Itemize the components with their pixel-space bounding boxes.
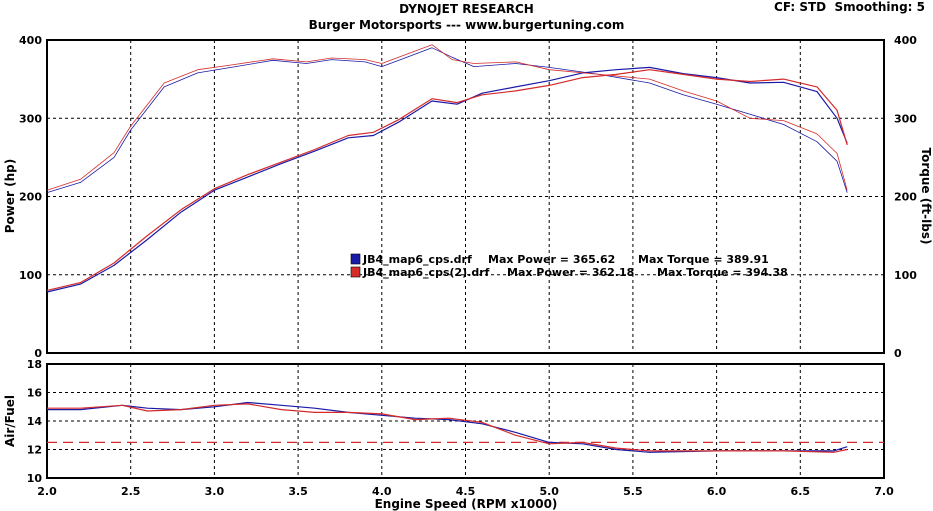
x-tick-label: 3.0 bbox=[205, 485, 225, 498]
y-axis-title-airfuel: Air/Fuel bbox=[3, 395, 17, 447]
y-tick-label-right: 400 bbox=[894, 34, 917, 47]
y-tick-label-right: 200 bbox=[894, 191, 917, 204]
x-tick-label: 5.0 bbox=[539, 485, 559, 498]
legend-max-power: Max Power = 365.62 bbox=[488, 253, 615, 266]
chart-subtitle: Burger Motorsports --- www.burgertuning.… bbox=[308, 18, 625, 32]
air-fuel-curves bbox=[47, 401, 848, 453]
air-fuel-curve bbox=[47, 403, 848, 453]
af-tick-label: 18 bbox=[27, 358, 42, 371]
legend-file: JB4_map6_cps(2).drf bbox=[362, 266, 490, 279]
torque-curve bbox=[46, 47, 848, 193]
y-tick-label-left: 300 bbox=[19, 112, 42, 125]
legend-max-torque: Max Torque = 394.38 bbox=[657, 266, 788, 279]
af-tick-label: 12 bbox=[27, 444, 42, 457]
af-tick-label: 14 bbox=[27, 415, 43, 428]
y-tick-label-left: 0 bbox=[34, 347, 42, 360]
x-tick-label: 4.5 bbox=[456, 485, 476, 498]
y-tick-label-left: 200 bbox=[19, 191, 42, 204]
power-torque-grid bbox=[46, 39, 885, 354]
x-tick-label: 2.5 bbox=[121, 485, 141, 498]
x-tick-label: 5.5 bbox=[623, 485, 643, 498]
legend-max-power: Max Power = 362.18 bbox=[507, 266, 634, 279]
x-tick-label: 4.0 bbox=[372, 485, 392, 498]
y-tick-label-right: 0 bbox=[894, 347, 902, 360]
x-tick-label: 7.0 bbox=[874, 485, 894, 498]
legend-max-torque: Max Torque = 389.91 bbox=[638, 253, 769, 266]
chart-title: DYNOJET RESEARCH bbox=[399, 2, 534, 16]
legend-swatch bbox=[350, 266, 361, 278]
x-tick-label: 2.0 bbox=[37, 485, 57, 498]
y-tick-label-right: 100 bbox=[894, 269, 917, 282]
power-curve bbox=[46, 69, 848, 291]
air-fuel-grid bbox=[46, 363, 885, 479]
axis-labels: 2.0 2.5 3.0 3.5 4.0 4.5 5.0 5.5 6.0 6.5 7.0 0 0 100 10… bbox=[3, 34, 933, 511]
power-torque-curves bbox=[46, 44, 848, 293]
torque-curve bbox=[46, 44, 848, 191]
af-tick-label: 10 bbox=[27, 472, 43, 485]
air-fuel-curve bbox=[47, 401, 848, 453]
smoothing-label: Smoothing: 5 bbox=[834, 0, 926, 14]
y-tick-label-right: 300 bbox=[894, 112, 917, 125]
legend-swatch bbox=[350, 253, 361, 265]
y-axis-title-torque: Torque (ft-lbs) bbox=[919, 148, 933, 245]
cf-label: CF: STD bbox=[774, 0, 827, 14]
legend: JB4_map6_cps.drf Max Power = 365.62 Max To… bbox=[350, 253, 788, 279]
y-tick-label-left: 400 bbox=[19, 34, 42, 47]
y-tick-label-left: 100 bbox=[19, 269, 42, 282]
y-axis-title-power: Power (hp) bbox=[3, 159, 17, 233]
cf-smoothing-info: CF: STD Smoothing: 5 bbox=[774, 0, 925, 14]
legend-file: JB4_map6_cps.drf bbox=[362, 253, 472, 266]
af-tick-label: 16 bbox=[27, 387, 43, 400]
x-tick-label: 3.5 bbox=[288, 485, 308, 498]
x-axis-title: Engine Speed (RPM x1000) bbox=[375, 497, 558, 511]
x-tick-label: 6.5 bbox=[791, 485, 811, 498]
x-tick-label: 6.0 bbox=[707, 485, 727, 498]
